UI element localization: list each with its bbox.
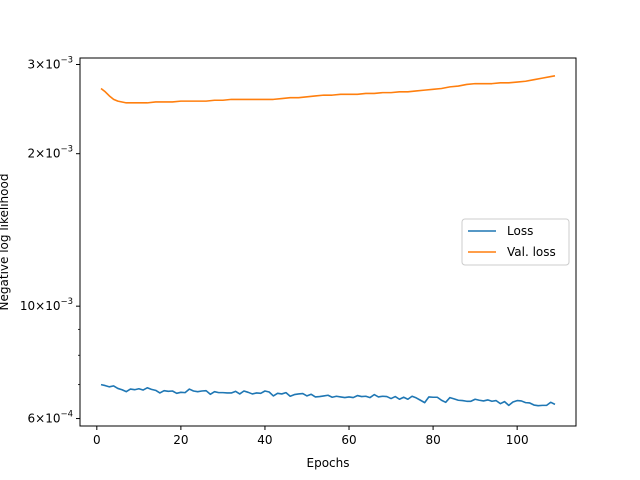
series-line-val-loss [100, 75, 556, 104]
y-axis: 6×10−4 10×10−3 2×10−3 3×10−3 [20, 56, 80, 426]
x-tick-label: 100 [506, 433, 529, 447]
plot-frame [79, 57, 577, 427]
x-tick-label: 20 [173, 433, 188, 447]
y-tick-label: 2×10−3 [28, 145, 74, 161]
x-tick-label: 40 [257, 433, 272, 447]
y-axis-label: Negative log likelihood [0, 174, 11, 311]
legend-label-loss: Loss [507, 224, 533, 238]
legend-label-val-loss: Val. loss [507, 245, 556, 259]
y-tick-label: 3×10−3 [28, 56, 74, 72]
series-layer [100, 75, 556, 407]
series-line-loss [100, 383, 556, 407]
x-axis-label: Epochs [307, 456, 350, 470]
x-tick-label: 60 [341, 433, 356, 447]
x-tick-label: 80 [425, 433, 440, 447]
y-tick-label: 10×10−3 [20, 297, 73, 313]
x-tick-label: 0 [93, 433, 101, 447]
x-axis: 0 20 40 60 80 100 [93, 426, 529, 447]
y-tick-label: 6×10−4 [28, 410, 74, 426]
legend: Loss Val. loss [461, 218, 570, 266]
